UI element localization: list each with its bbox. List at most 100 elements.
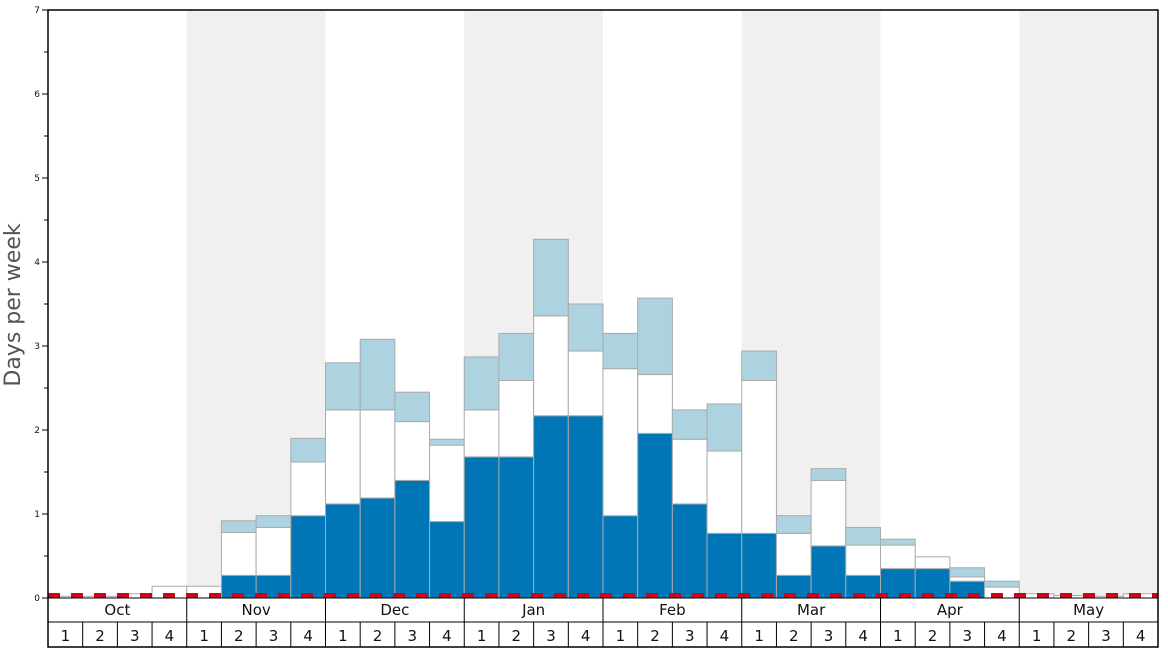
bar-segment-bottom-8 (325, 503, 361, 599)
y-tick-label: 5 (34, 174, 40, 184)
bar-segment-bottom-7 (290, 515, 326, 599)
bar-segment-top-8 (325, 362, 361, 411)
week-label: 3 (407, 627, 417, 645)
bar-segment-top-27 (984, 580, 1020, 588)
bar-segment-top-17 (637, 297, 673, 376)
bar-segment-middle-26 (949, 576, 986, 582)
week-label: 1 (477, 627, 487, 645)
bar-segment-middle-7 (290, 461, 326, 517)
week-label: 2 (928, 627, 938, 645)
week-label: 4 (997, 627, 1007, 645)
week-label: 2 (95, 627, 105, 645)
y-tick-label: 7 (34, 6, 40, 16)
bar-segment-bottom-12 (463, 456, 500, 599)
axis-labels: 0 1 2 3 4 5 6 7 Oct Nov Dec Jan Feb Mar Apr May 1 2 3 4 1 2 3 4… (34, 6, 1145, 645)
bar-segment-top-5 (220, 520, 257, 533)
week-label: 4 (303, 627, 313, 645)
bar-segment-middle-21 (775, 532, 812, 576)
week-label: 3 (269, 627, 279, 645)
week-label: 3 (685, 627, 695, 645)
week-label: 3 (824, 627, 834, 645)
bar-segment-middle-9 (359, 409, 396, 499)
week-label: 1 (61, 627, 71, 645)
week-label: 2 (1067, 627, 1077, 645)
bar-segment-middle-22 (810, 479, 847, 547)
bar-segment-top-14 (533, 238, 569, 317)
bar-segment-top-16 (602, 332, 639, 370)
bar-segment-top-19 (706, 403, 743, 452)
bar-segment-top-22 (810, 468, 847, 481)
bar-segment-top-12 (463, 356, 500, 411)
week-label: 4 (165, 627, 175, 645)
bar-segment-bottom-19 (706, 532, 743, 599)
week-label: 4 (442, 627, 452, 645)
week-label: 1 (754, 627, 764, 645)
bar-segment-middle-24 (880, 544, 916, 570)
week-label: 3 (130, 627, 140, 645)
week-label: 3 (962, 627, 972, 645)
bar-segment-middle-11 (429, 444, 465, 523)
bar-segment-middle-14 (533, 315, 569, 417)
week-label: 1 (616, 627, 626, 645)
bar-segment-bottom-20 (741, 532, 777, 599)
week-label: 1 (199, 627, 209, 645)
bar-segment-middle-10 (394, 421, 431, 481)
week-label: 1 (1032, 627, 1042, 645)
axes (42, 9, 1159, 648)
month-label-nov: Nov (241, 601, 270, 619)
y-axis-label: Days per week (1, 223, 26, 386)
bar-segment-top-18 (671, 409, 708, 440)
week-label: 4 (858, 627, 868, 645)
bar-segment-top-13 (498, 332, 535, 381)
month-label-mar: Mar (797, 601, 826, 619)
y-tick-label: 1 (34, 510, 40, 520)
y-tick-label: 2 (34, 426, 40, 436)
bar-segment-middle-20 (741, 379, 777, 534)
bar-segment-top-21 (775, 515, 812, 534)
bar-segment-top-11 (429, 438, 465, 446)
bar-segment-top-20 (741, 350, 777, 381)
bar-segment-top-24 (880, 538, 916, 546)
bar-segment-middle-13 (498, 379, 535, 458)
y-tick-label: 6 (34, 90, 40, 100)
bar-segment-bottom-22 (810, 545, 847, 599)
month-label-dec: Dec (380, 601, 409, 619)
bar-segment-middle-5 (220, 531, 257, 576)
bar-segment-middle-17 (637, 374, 673, 434)
week-label: 2 (512, 627, 522, 645)
bar-segment-middle-23 (845, 544, 881, 576)
bar-segment-middle-19 (706, 450, 743, 534)
bar-segment-bottom-13 (498, 456, 535, 599)
bar-segment-top-10 (394, 391, 431, 423)
bar-segment-middle-8 (325, 409, 361, 505)
bar-segment-top-6 (255, 515, 292, 528)
week-label: 1 (893, 627, 903, 645)
month-label-jan: Jan (521, 601, 545, 619)
bar-segment-middle-18 (671, 438, 708, 505)
week-label: 3 (546, 627, 556, 645)
y-tick-label: 0 (34, 594, 40, 604)
bar-segment-bottom-15 (567, 415, 604, 599)
week-label: 2 (373, 627, 383, 645)
y-tick-label: 3 (34, 342, 40, 352)
week-label: 4 (1136, 627, 1146, 645)
bar-segment-top-26 (949, 567, 986, 578)
bar-segment-bottom-10 (394, 479, 431, 599)
month-label-may: May (1073, 601, 1104, 619)
week-label: 2 (234, 627, 244, 645)
bar-segment-middle-6 (255, 526, 292, 576)
bar-segment-bottom-9 (359, 497, 396, 599)
month-label-apr: Apr (937, 601, 964, 619)
month-shade-may (1019, 10, 1158, 598)
bar-segment-middle-25 (914, 556, 951, 570)
bar-segment-top-23 (845, 526, 881, 546)
month-label-oct: Oct (104, 601, 130, 619)
week-label: 4 (720, 627, 730, 645)
bar-segment-middle-12 (463, 409, 500, 458)
bar-segment-bottom-14 (533, 415, 569, 599)
week-label: 2 (650, 627, 660, 645)
bar-segment-bottom-16 (602, 515, 639, 599)
bar-segment-bottom-18 (671, 503, 708, 599)
bar-segment-top-9 (359, 338, 396, 411)
